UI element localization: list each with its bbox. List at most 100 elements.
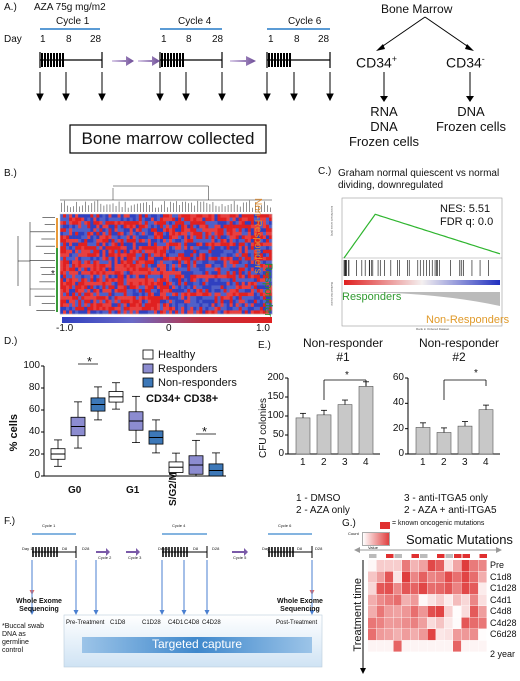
scale-mid: 0 <box>166 323 172 334</box>
tp-c1d8: C1D8 <box>110 620 126 626</box>
mutation-cell <box>436 560 445 572</box>
mutation-cell <box>453 618 461 629</box>
cycle4-label: Cycle 4 <box>178 16 212 27</box>
mutation-cell <box>402 617 411 629</box>
mutation-cell <box>461 571 470 583</box>
f-cycle3: Cycle 3 <box>128 555 142 560</box>
a-c4-day8: 8 <box>186 34 192 45</box>
tp-c4d28: C4D28 <box>202 620 221 626</box>
a-c6-day28: 28 <box>318 34 330 45</box>
legend-non-responders: Non-responders <box>158 377 237 389</box>
cd34-pos-items: RNA DNA Frozen cells <box>348 104 420 149</box>
mutation-cell <box>385 617 394 629</box>
treatment-time-label: Treatment time <box>352 578 364 652</box>
mutation-cell <box>470 560 479 572</box>
gsea-y-bottom: Ranked list metric <box>330 282 334 306</box>
mutation-cell <box>393 640 402 652</box>
nr1-title: Non-responder #1 <box>302 336 384 364</box>
bone-marrow-collected: Bone marrow collected <box>81 129 255 148</box>
mutation-cell <box>478 594 487 606</box>
mutation-cell <box>436 606 445 618</box>
cell-cycle-chart <box>41 349 226 477</box>
value-label: Value <box>368 545 378 550</box>
e-ytick: 50 <box>272 429 284 440</box>
mutation-cell <box>419 617 428 629</box>
mutation-cell <box>402 640 411 652</box>
d-ylabel: % cells <box>8 414 20 452</box>
dose-label: AZA 75g mg/m2 <box>34 2 106 13</box>
day-label: Day <box>4 34 22 45</box>
d-ytick: 80 <box>28 382 40 393</box>
cfu-bar <box>316 414 332 455</box>
mutation-cell <box>376 594 385 606</box>
targeted-capture-label: Targeted capture <box>151 637 243 651</box>
mutation-cell <box>402 571 411 583</box>
mutation-cell <box>478 606 487 618</box>
mutation-row-label: C6d28 <box>490 629 517 639</box>
e-ytick: 0 <box>398 448 404 459</box>
cfu-bar <box>457 425 473 455</box>
mutation-cell <box>376 617 385 629</box>
d-star-g0: * <box>87 354 93 369</box>
mutation-cell <box>385 606 394 618</box>
mutation-cell <box>461 617 470 629</box>
oncogenic-legend: = known oncogenic mutations <box>392 520 485 527</box>
f-c6-d28: D28 <box>315 546 323 551</box>
mutation-cell <box>393 594 402 606</box>
mutation-cell <box>419 640 428 652</box>
purple-arrow-icon <box>126 548 140 556</box>
mutation-cell <box>479 629 487 640</box>
mutation-cell <box>470 617 479 629</box>
cfu-bar <box>436 432 452 455</box>
mutation-cell <box>410 606 419 618</box>
oncogenic-legend-swatch <box>380 522 390 529</box>
mutation-cell <box>368 640 377 652</box>
mutation-row-label: C4d1 <box>490 594 512 605</box>
mutation-cell <box>461 583 470 595</box>
mutation-cell <box>461 640 470 652</box>
xcat-sg2m: S/G2/M <box>168 472 179 506</box>
f-d28: D28 <box>82 546 90 551</box>
f-d8: D8 <box>62 546 68 551</box>
mutation-cell <box>427 560 436 572</box>
mutation-cell <box>470 594 479 606</box>
gsea-plot <box>341 197 503 327</box>
mutation-cell <box>436 583 445 595</box>
xcat-g0: G0 <box>68 485 82 496</box>
cfu-bar <box>337 404 353 455</box>
e-xtick: 2 <box>441 457 447 468</box>
mutation-cell <box>419 571 428 583</box>
mutation-cell <box>385 640 394 652</box>
mutation-cell <box>436 640 445 652</box>
e-star-1: * <box>345 370 349 381</box>
panel-d-label: D.) <box>4 336 18 347</box>
e-ytick: 40 <box>392 397 404 409</box>
f-cycle2: Cycle 2 <box>98 555 112 560</box>
mutation-row-label: C1d8 <box>490 571 512 582</box>
responder-star: * <box>51 269 55 280</box>
mutation-row-label: Pre <box>490 560 505 570</box>
cycle6-label: Cycle 6 <box>288 16 322 27</box>
purple-arrow-icon <box>96 548 110 556</box>
f-cycle4: Cycle 4 <box>172 523 186 528</box>
xcat-g1: G1 <box>126 485 140 496</box>
scale-max: 1.0 <box>256 323 270 334</box>
e-ytick: 20 <box>392 422 404 434</box>
mutation-cell <box>376 571 385 583</box>
mutation-cell <box>410 571 419 583</box>
somatic-title: Somatic Mutations <box>406 532 513 547</box>
mutation-cell <box>436 629 445 641</box>
mutation-cell <box>461 629 470 641</box>
mutation-cell <box>444 606 453 618</box>
mutation-cell <box>402 583 411 595</box>
f-cycle6: Cycle 6 <box>278 523 292 528</box>
tp-pre: Pre-Treatment <box>66 620 105 626</box>
mutation-cell <box>410 617 419 629</box>
nes-value: NES: 5.51 <box>440 203 491 215</box>
mutation-cell <box>385 560 394 572</box>
panel-f-label: F.) <box>4 516 16 527</box>
a-c6-day1: 1 <box>268 34 274 45</box>
mutation-cell <box>393 606 402 618</box>
gsea-title: Graham normal quiescent vs normal dividi… <box>338 168 500 191</box>
color-scale-bar <box>62 317 272 323</box>
